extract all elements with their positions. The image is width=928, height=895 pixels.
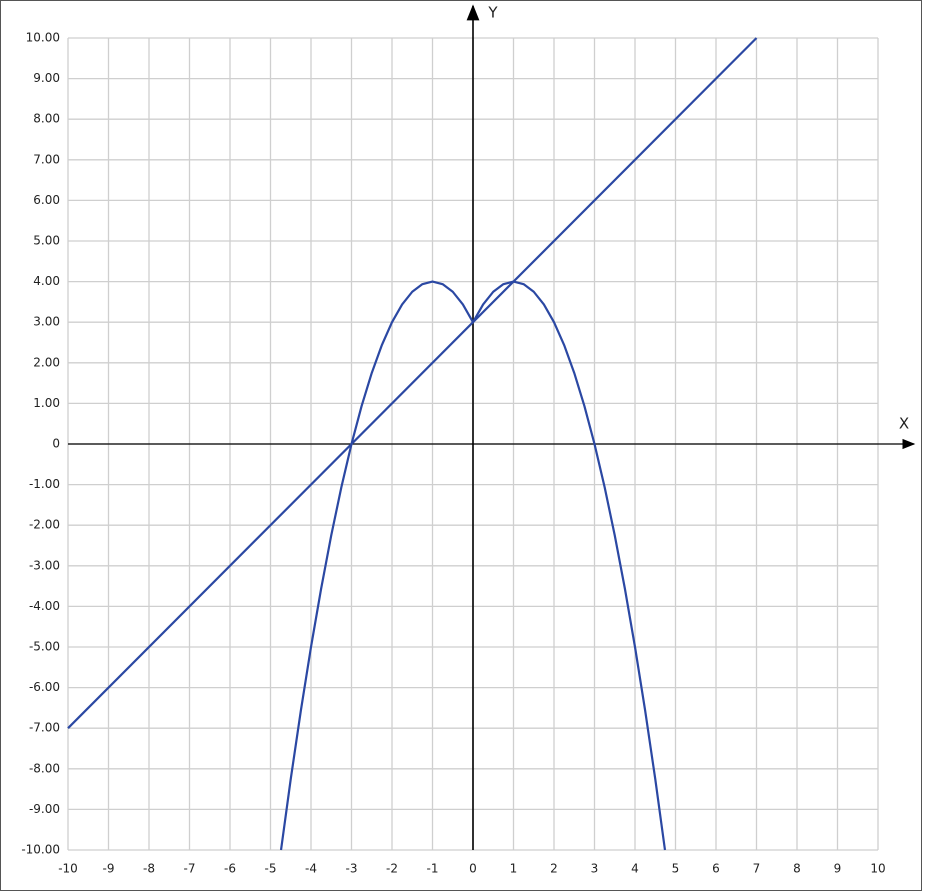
y-tick-label: -10.00 — [21, 843, 60, 857]
y-axis-label: Y — [487, 4, 498, 22]
y-tick-label: -9.00 — [29, 802, 60, 816]
x-tick-label: 3 — [591, 862, 599, 876]
y-tick-label: 0 — [52, 437, 60, 451]
y-tick-label: -7.00 — [29, 721, 60, 735]
y-tick-label: 3.00 — [33, 315, 60, 329]
y-tick-label: 6.00 — [33, 193, 60, 207]
y-tick-label: 2.00 — [33, 355, 60, 369]
y-tick-label: 4.00 — [33, 274, 60, 288]
x-tick-label: -9 — [103, 862, 115, 876]
y-tick-label: -3.00 — [29, 558, 60, 572]
x-tick-label: -4 — [305, 862, 317, 876]
x-tick-label: 1 — [510, 862, 518, 876]
y-tick-label: 1.00 — [33, 396, 60, 410]
x-tick-label: -10 — [58, 862, 78, 876]
x-tick-label: 6 — [712, 862, 720, 876]
y-tick-label: -5.00 — [29, 640, 60, 654]
x-tick-label: 9 — [834, 862, 842, 876]
y-tick-label: -6.00 — [29, 680, 60, 694]
x-tick-label: 5 — [672, 862, 680, 876]
y-tick-label: 9.00 — [33, 71, 60, 85]
y-tick-label: 7.00 — [33, 152, 60, 166]
x-tick-label: -8 — [143, 862, 155, 876]
x-tick-label: -1 — [427, 862, 439, 876]
x-axis-label: X — [899, 415, 909, 433]
y-tick-label: 5.00 — [33, 234, 60, 248]
x-tick-label: -6 — [224, 862, 236, 876]
y-tick-label: -2.00 — [29, 518, 60, 532]
y-tick-label: 8.00 — [33, 112, 60, 126]
y-tick-label: -1.00 — [29, 477, 60, 491]
x-tick-label: 8 — [793, 862, 801, 876]
x-tick-label: 4 — [631, 862, 639, 876]
x-tick-label: 2 — [550, 862, 558, 876]
x-tick-label: 0 — [469, 862, 477, 876]
x-tick-label: -3 — [346, 862, 358, 876]
curve — [67, 37, 758, 729]
x-tick-label: 7 — [753, 862, 761, 876]
x-tick-label: 10 — [870, 862, 885, 876]
x-tick-label: -5 — [265, 862, 277, 876]
x-tick-label: -2 — [386, 862, 398, 876]
y-tick-label: 10.00 — [26, 31, 60, 45]
x-tick-label: -7 — [184, 862, 196, 876]
y-tick-label: -4.00 — [29, 599, 60, 613]
y-tick-label: -8.00 — [29, 761, 60, 775]
